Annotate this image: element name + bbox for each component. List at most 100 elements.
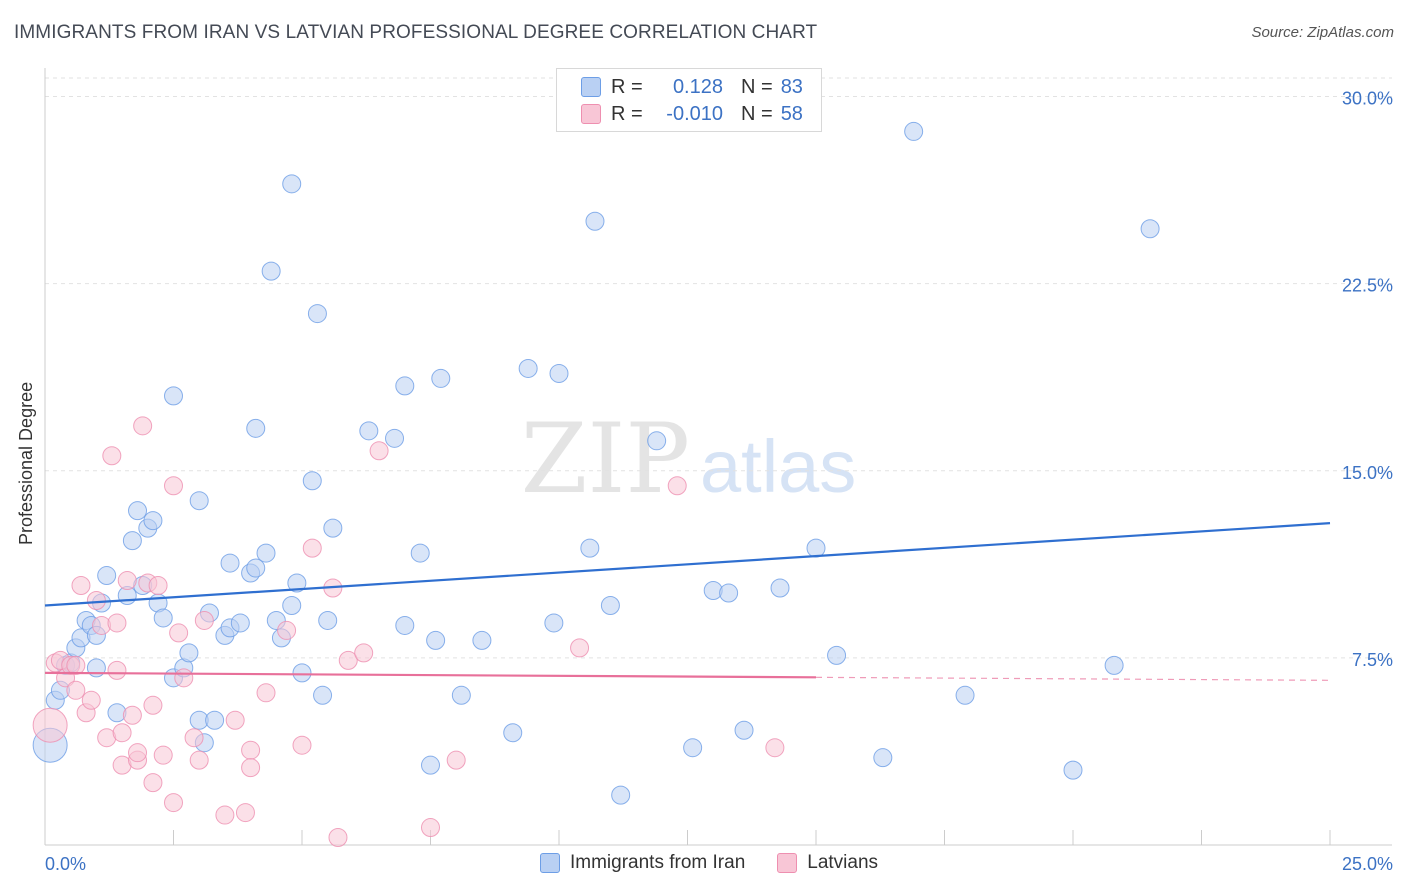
iran-point — [518, 358, 538, 378]
latvian-point — [128, 743, 148, 763]
r-label: R = — [611, 102, 643, 125]
latvian-point — [153, 745, 173, 765]
y-tick-label: 7.5% — [1352, 650, 1393, 670]
iran-point — [426, 630, 446, 650]
latvian-point — [256, 683, 276, 703]
iran-point — [734, 720, 754, 740]
x-tick-label: 25.0% — [1342, 854, 1393, 874]
latvian-point — [184, 728, 204, 748]
latvian-point — [66, 680, 86, 700]
iran-point — [806, 538, 826, 558]
latvian-point — [164, 476, 183, 496]
iran-point — [122, 531, 142, 551]
trend-line-latvians-extrapolated — [815, 676, 1331, 681]
iran-point — [359, 421, 379, 441]
iran-point — [220, 553, 240, 573]
x-tick-label: 0.0% — [45, 854, 86, 874]
iran-point — [503, 723, 523, 743]
iran-point — [287, 573, 307, 593]
stats-legend-row-iran: R = 0.128 N = 83 — [581, 74, 803, 100]
r-value: 0.128 — [672, 75, 723, 98]
latvian-point — [143, 773, 163, 793]
iran-point — [395, 615, 415, 635]
latvian-point — [277, 620, 297, 640]
latvian-point — [66, 655, 86, 675]
iran-point — [205, 710, 225, 730]
iran-point — [282, 174, 302, 194]
iran-point — [164, 386, 183, 406]
latvian-point — [215, 805, 235, 825]
legend-item-iran[interactable]: Immigrants from Iran — [540, 852, 745, 874]
latvian-point — [369, 441, 389, 461]
iran-point — [683, 738, 703, 758]
n-value: 83 — [780, 75, 803, 98]
iran-point — [544, 613, 564, 633]
latvian-point — [148, 576, 168, 596]
latvian-point — [107, 660, 127, 680]
iran-point — [585, 211, 605, 231]
latvian-point — [86, 590, 106, 610]
iran-point — [472, 630, 492, 650]
iran-point — [904, 121, 924, 141]
legend-item-latvians[interactable]: Latvians — [777, 852, 878, 874]
latvian-point — [328, 828, 348, 848]
iran-point — [421, 755, 440, 775]
latvian-point — [169, 623, 189, 643]
iran-point — [246, 558, 266, 578]
iran-point — [385, 428, 405, 448]
iran-point — [230, 613, 250, 633]
latvian-point — [667, 476, 687, 496]
latvian-point — [302, 538, 322, 558]
iran-point — [97, 566, 117, 586]
iran-point — [611, 785, 631, 805]
legend-label-latvians: Latvians — [807, 852, 879, 873]
iran-point — [1063, 760, 1083, 780]
iran-point — [143, 511, 163, 531]
latvian-point — [143, 695, 163, 715]
series-legend: Immigrants from Iran Latvians — [540, 852, 910, 874]
latvian-point — [164, 793, 183, 813]
latvian-point — [354, 643, 374, 663]
latvian-point — [241, 758, 261, 778]
watermark-zip: ZIP — [521, 403, 690, 515]
source-label: Source: ZipAtlas.com — [1251, 24, 1394, 41]
iran-point — [549, 363, 569, 383]
trend-line-iran — [44, 522, 1331, 607]
legend-label-iran: Immigrants from Iran — [570, 852, 746, 873]
n-value: 58 — [780, 102, 803, 125]
latvian-point — [133, 416, 153, 436]
iran-point — [323, 518, 343, 538]
iran-point — [431, 368, 451, 388]
iran-swatch — [581, 77, 601, 97]
r-label: R = — [611, 75, 643, 98]
latvian-point — [421, 818, 440, 838]
iran-point — [189, 491, 209, 511]
iran-point — [395, 376, 415, 396]
iran-point — [827, 645, 847, 665]
latvian-point — [189, 750, 209, 770]
latvian-point — [107, 613, 127, 633]
latvian-point — [570, 638, 590, 658]
latvian-point — [122, 705, 142, 725]
iran-point — [318, 610, 338, 630]
y-tick-label: 15.0% — [1342, 463, 1393, 483]
iran-point — [302, 471, 322, 491]
latvians-swatch — [581, 104, 601, 124]
iran-point — [261, 261, 281, 281]
latvian-point — [225, 710, 245, 730]
iran-point — [313, 685, 333, 705]
stats-legend: R = 0.128 N = 83 R = -0.010 N = 58 — [556, 68, 822, 132]
latvian-point — [292, 735, 312, 755]
iran-point — [873, 748, 893, 768]
iran-point — [128, 501, 148, 521]
iran-point — [256, 543, 276, 563]
iran-point — [600, 595, 620, 615]
trend-line-latvians — [44, 671, 817, 679]
iran-point — [246, 418, 266, 438]
latvian-point — [446, 750, 466, 770]
latvians-swatch — [777, 853, 798, 873]
y-tick-label: 30.0% — [1342, 89, 1393, 109]
latvian-point — [32, 707, 68, 743]
iran-point — [955, 685, 975, 705]
